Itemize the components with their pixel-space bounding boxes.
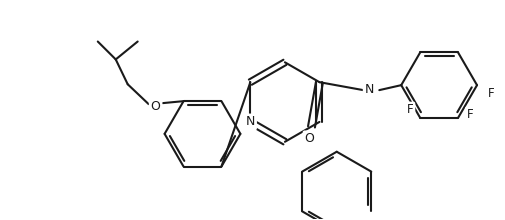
Text: N: N bbox=[365, 83, 374, 96]
Text: O: O bbox=[150, 100, 161, 113]
Text: N: N bbox=[245, 116, 255, 128]
Text: O: O bbox=[305, 132, 315, 145]
Text: H: H bbox=[367, 84, 376, 97]
Text: F: F bbox=[488, 87, 494, 100]
Text: F: F bbox=[407, 103, 414, 116]
Text: F: F bbox=[467, 108, 473, 121]
